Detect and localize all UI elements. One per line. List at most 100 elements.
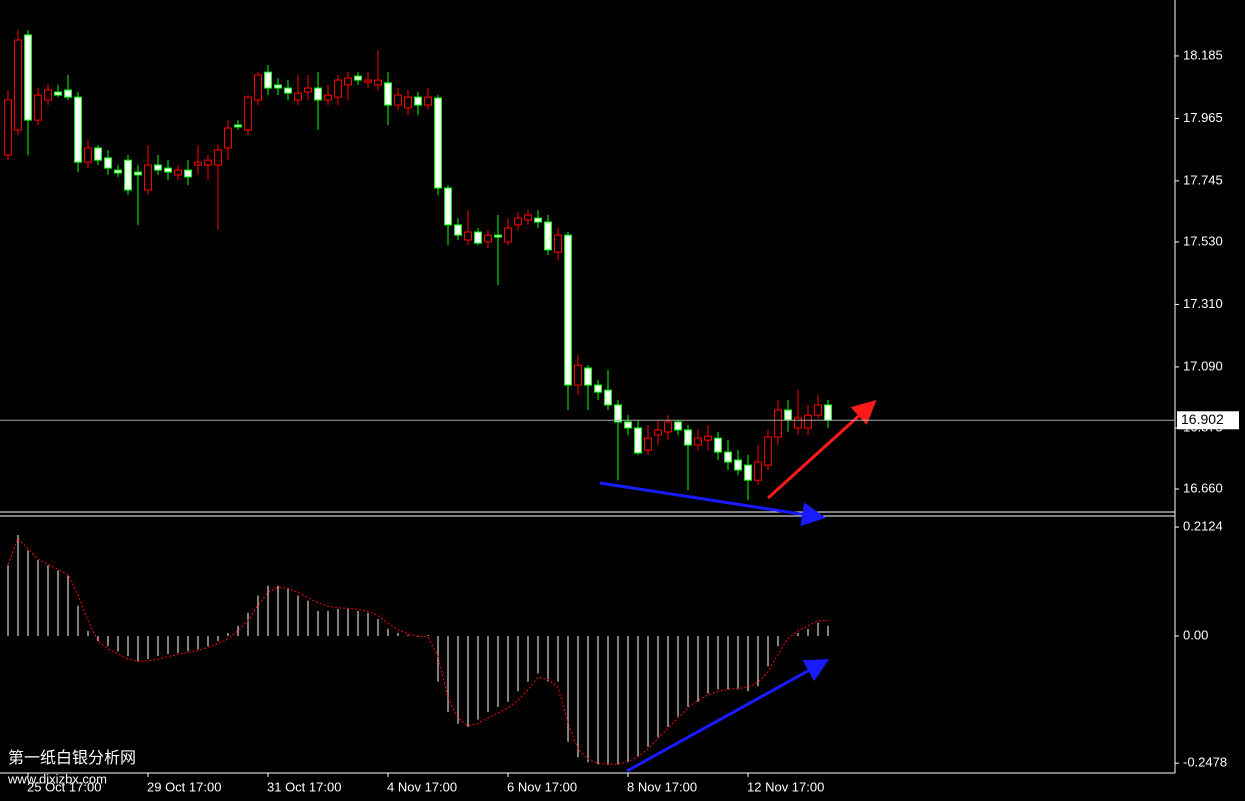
signal-line xyxy=(7,537,828,765)
candle-body xyxy=(694,437,702,446)
x-tick-label: 25 Oct 17:00 xyxy=(27,779,101,794)
candle-body xyxy=(144,164,152,191)
candle-body xyxy=(74,96,82,163)
candle-body xyxy=(524,214,532,221)
candle-body xyxy=(254,74,262,101)
candle-body xyxy=(334,79,342,98)
candle-body xyxy=(4,99,12,156)
trend-arrow xyxy=(766,399,877,500)
candle-body xyxy=(244,96,252,131)
candle-body xyxy=(404,96,412,109)
candle-body xyxy=(124,159,132,191)
candle-body xyxy=(224,127,232,149)
candle-body xyxy=(604,389,612,406)
trend-arrow xyxy=(599,481,826,527)
candle-body xyxy=(654,429,662,436)
y-tick-label: 17.530 xyxy=(1183,233,1223,248)
plot-area xyxy=(4,30,832,766)
candle-body xyxy=(264,71,272,89)
candle-body xyxy=(104,157,112,169)
x-tick-label: 4 Nov 17:00 xyxy=(387,779,457,794)
candle-body xyxy=(634,427,642,454)
candle-body xyxy=(724,451,732,463)
candle-body xyxy=(464,231,472,241)
x-tick-label: 31 Oct 17:00 xyxy=(267,779,341,794)
candle-body xyxy=(14,39,22,131)
candle-body xyxy=(684,429,692,446)
candle-body xyxy=(794,417,802,429)
candle-body xyxy=(644,437,652,451)
y-tick-label: 0.00 xyxy=(1183,627,1208,642)
y-tick-label: 17.090 xyxy=(1183,358,1223,373)
candle-body xyxy=(44,89,52,101)
x-tick-label: 29 Oct 17:00 xyxy=(147,779,221,794)
candle-body xyxy=(344,77,352,86)
x-tick-label: 12 Nov 17:00 xyxy=(747,779,824,794)
candle-body xyxy=(504,227,512,243)
candle-body xyxy=(314,87,322,101)
candle-body xyxy=(584,367,592,386)
candle-body xyxy=(34,94,42,121)
watermark-url: www.dixizbx.com xyxy=(7,771,107,786)
candle-body xyxy=(294,92,302,101)
candle-body xyxy=(304,87,312,93)
candle-body xyxy=(114,169,122,174)
candle-body xyxy=(564,234,572,386)
trend-arrow xyxy=(626,659,830,773)
y-tick-label: 18.185 xyxy=(1183,47,1223,62)
candle-body xyxy=(624,421,632,429)
candle-body xyxy=(664,421,672,433)
y-tick-label: 0.2124 xyxy=(1183,518,1223,533)
candle-body xyxy=(164,167,172,173)
overlay: 18.18517.96517.74517.53017.31017.09016.8… xyxy=(0,47,1239,794)
candle-body xyxy=(194,161,202,166)
candle-body xyxy=(364,79,372,83)
y-tick-label: -0.2478 xyxy=(1183,755,1227,770)
candle-body xyxy=(84,147,92,163)
x-tick-label: 8 Nov 17:00 xyxy=(627,779,697,794)
candle-body xyxy=(474,231,482,244)
candle-body xyxy=(674,421,682,431)
candle-body xyxy=(374,79,382,86)
candle-body xyxy=(444,187,452,226)
candle-body xyxy=(714,437,722,453)
current-price-box xyxy=(1177,411,1239,430)
candle-body xyxy=(384,82,392,106)
candle-body xyxy=(534,217,542,223)
candle-body xyxy=(394,94,402,106)
candle-body xyxy=(574,364,582,386)
candle-body xyxy=(764,436,772,466)
candle-body xyxy=(184,169,192,178)
candle-body xyxy=(214,149,222,166)
candle-body xyxy=(744,464,752,481)
candle-body xyxy=(284,87,292,94)
candle-body xyxy=(824,404,832,421)
candle-body xyxy=(734,459,742,471)
candle-body xyxy=(544,221,552,251)
candle-body xyxy=(134,171,142,176)
candle-body xyxy=(754,461,762,481)
y-tick-label: 17.745 xyxy=(1183,172,1223,187)
candle-body xyxy=(774,409,782,438)
watermark-title: 第一纸白银分析网 xyxy=(8,749,136,767)
candle-body xyxy=(204,159,212,166)
current-price-label: 16.902 xyxy=(1181,411,1224,427)
candle-body xyxy=(424,96,432,106)
y-tick-label: 16.660 xyxy=(1183,480,1223,495)
candle-body xyxy=(414,96,422,106)
x-tick-label: 6 Nov 17:00 xyxy=(507,779,577,794)
candle-body xyxy=(234,124,242,128)
candle-body xyxy=(454,224,462,236)
candle-body xyxy=(704,435,712,441)
candle-body xyxy=(614,404,622,423)
candle-body xyxy=(94,147,102,161)
candle-body xyxy=(64,89,72,98)
candle-body xyxy=(274,84,282,89)
candle-body xyxy=(434,97,442,189)
y-tick-label: 17.310 xyxy=(1183,296,1223,311)
candle-body xyxy=(174,169,182,176)
candle-body xyxy=(154,164,162,171)
